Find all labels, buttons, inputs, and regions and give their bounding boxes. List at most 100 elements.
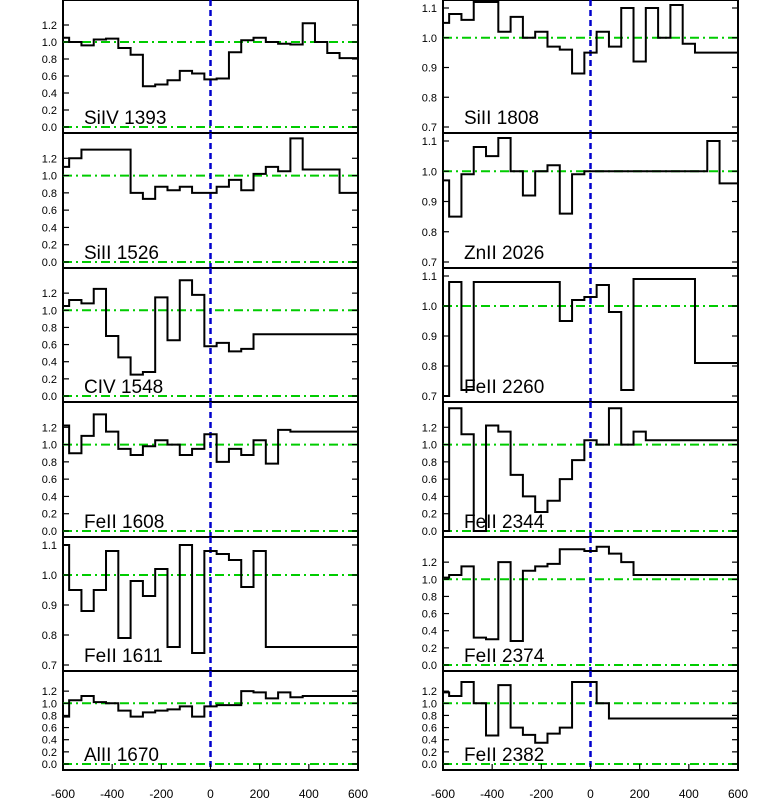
spectrum-alii-1670 (63, 690, 358, 718)
y-tick-label: 0.7 (422, 257, 437, 269)
y-tick-label: 1.0 (422, 698, 437, 710)
y-tick-label: 0.0 (42, 122, 57, 134)
y-tick-label: 0.6 (422, 609, 437, 621)
panel-znii-2026: 0.7 0.8 0.9 1.0 1.1 ZnII 2026 (422, 132, 739, 269)
panel-feii-2260: 0.7 0.8 0.9 1.0 1.1 FeII 2260 (422, 267, 739, 403)
spectrum-siii-1526 (63, 137, 358, 200)
y-tick-label: 1.0 (42, 171, 57, 183)
y-tick-label: 1.0 (42, 570, 57, 582)
y-tick-label: 1.0 (42, 305, 57, 317)
y-tick-label: 1.0 (422, 166, 437, 178)
y-tick-label: 0.0 (422, 660, 437, 672)
y-tick-label: 0.2 (42, 240, 57, 252)
y-tick-label: 1.2 (42, 686, 57, 698)
velocity-axes: -600 -400 -200 0 200 400 600 -600 -400 -200 0 200 40… (51, 764, 748, 801)
transition-label: AlII 1670 (84, 745, 159, 766)
y-tick-label: 0.2 (422, 509, 437, 521)
transition-label: FeII 2382 (464, 745, 544, 766)
x-tick-label: -200 (529, 787, 553, 801)
panel-alii-1670: 0.00.20.40.60.81.01.2 AlII 1670 (42, 670, 359, 771)
transition-label: ZnII 2026 (464, 243, 544, 264)
y-tick-label: 0.7 (422, 122, 437, 134)
y-tick-label: 1.0 (422, 440, 437, 452)
x-tick-label: -400 (480, 787, 504, 801)
y-tick-label: 0.8 (42, 630, 57, 642)
x-tick-label: 0 (587, 787, 594, 801)
y-tick-label: 0.7 (42, 660, 57, 672)
panel-feii-2382: 0.00.20.40.60.81.01.2 FeII 2382 (422, 670, 739, 771)
panel-feii-2344: 0.0 0.2 0.4 0.6 0.8 1.0 1.2 FeII 2344 (422, 401, 739, 538)
y-tick-label: 0.9 (422, 63, 437, 75)
panel-civ-1548: 0.0 0.2 0.4 0.6 0.8 1.0 1.2 CIV 1548 (42, 267, 359, 403)
y-tick-label: 0.8 (422, 710, 437, 722)
y-tick-label: 0.0 (42, 759, 57, 771)
spectrum-feii-2344 (443, 407, 738, 532)
spectrum-feii-1608 (63, 413, 358, 465)
y-tick-label: 0.7 (422, 391, 437, 403)
y-tick-label: 0.9 (422, 331, 437, 343)
y-tick-label: 0.2 (42, 509, 57, 521)
y-tick-label: 0.8 (422, 591, 437, 603)
transition-label: FeII 1608 (84, 512, 164, 533)
y-tick-label: 0.8 (42, 54, 57, 66)
transition-label: FeII 2260 (464, 377, 544, 398)
y-tick-label: 0.8 (422, 227, 437, 239)
y-tick-label: 0.4 (422, 491, 437, 503)
y-tick-label: 1.2 (42, 422, 57, 434)
transition-label: SiII 1808 (464, 108, 539, 129)
x-tick-label: -600 (51, 787, 75, 801)
panel-siii-1808: 0.7 0.8 0.9 1.0 1.1 SiII 1808 (422, 0, 739, 134)
transition-label: SiII 1526 (84, 243, 159, 264)
x-tick-label: 200 (630, 787, 650, 801)
y-tick-label: 0.4 (422, 735, 437, 747)
y-tick-label: 1.2 (42, 153, 57, 165)
y-tick-label: 0.2 (422, 643, 437, 655)
x-tick-label: 200 (250, 787, 270, 801)
y-tick-label: 0.2 (42, 747, 57, 759)
panel-feii-1611: 0.7 0.8 0.9 1.0 1.1 FeII 1611 (42, 536, 359, 672)
y-tick-label: 0.4 (42, 491, 57, 503)
y-tick-label: 0.8 (42, 188, 57, 200)
y-tick-label: 0.6 (422, 474, 437, 486)
y-tick-label: 0.4 (42, 88, 57, 100)
panel-feii-2374: 0.0 0.2 0.4 0.6 0.8 1.0 1.2 FeII 2374 (422, 536, 739, 672)
spectrum-siii-1808 (443, 1, 738, 75)
y-tick-label: 0.2 (42, 374, 57, 386)
y-tick-label: 0.0 (422, 759, 437, 771)
y-tick-label: 0.6 (42, 474, 57, 486)
spectrum-civ-1548 (63, 279, 358, 376)
y-tick-label: 0.2 (42, 105, 57, 117)
y-tick-label: 1.0 (42, 698, 57, 710)
y-tick-label: 0.0 (42, 391, 57, 403)
spectrum-feii-1611 (63, 544, 358, 654)
spectrum-feii-2260 (443, 278, 738, 397)
y-tick-label: 0.8 (422, 92, 437, 104)
y-tick-label: 1.0 (422, 33, 437, 45)
spectrum-feii-2374 (443, 545, 738, 642)
spectrum-siiv-1393 (63, 22, 358, 88)
y-tick-label: 0.4 (42, 222, 57, 234)
y-tick-label: 0.8 (42, 322, 57, 334)
y-tick-label: 0.6 (42, 205, 57, 217)
y-tick-label: 1.0 (422, 574, 437, 586)
y-tick-label: 0.2 (422, 747, 437, 759)
transition-label: FeII 2344 (464, 512, 545, 533)
y-tick-label: 0.4 (42, 735, 57, 747)
x-tick-label: -400 (100, 787, 124, 801)
transition-label: SiIV 1393 (84, 108, 166, 129)
y-tick-label: 0.6 (422, 723, 437, 735)
y-tick-label: 1.2 (422, 686, 437, 698)
y-tick-label: 0.0 (422, 526, 437, 538)
y-tick-label: 0.9 (422, 197, 437, 209)
y-tick-label: 0.4 (422, 626, 437, 638)
panel-feii-1608: 0.0 0.2 0.4 0.6 0.8 1.0 1.2 FeII 1608 (42, 401, 359, 538)
x-tick-label: 600 (728, 787, 748, 801)
y-tick-label: 0.0 (42, 257, 57, 269)
y-tick-label: 1.1 (42, 540, 57, 552)
transition-label: FeII 1611 (84, 646, 163, 667)
x-tick-label: 600 (348, 787, 368, 801)
y-tick-label: 1.2 (42, 20, 57, 32)
right-column-panels: 0.7 0.8 0.9 1.0 1.1 SiII 1808 0.7 0.8 0.9 1.0 1.1 Z… (422, 0, 739, 771)
